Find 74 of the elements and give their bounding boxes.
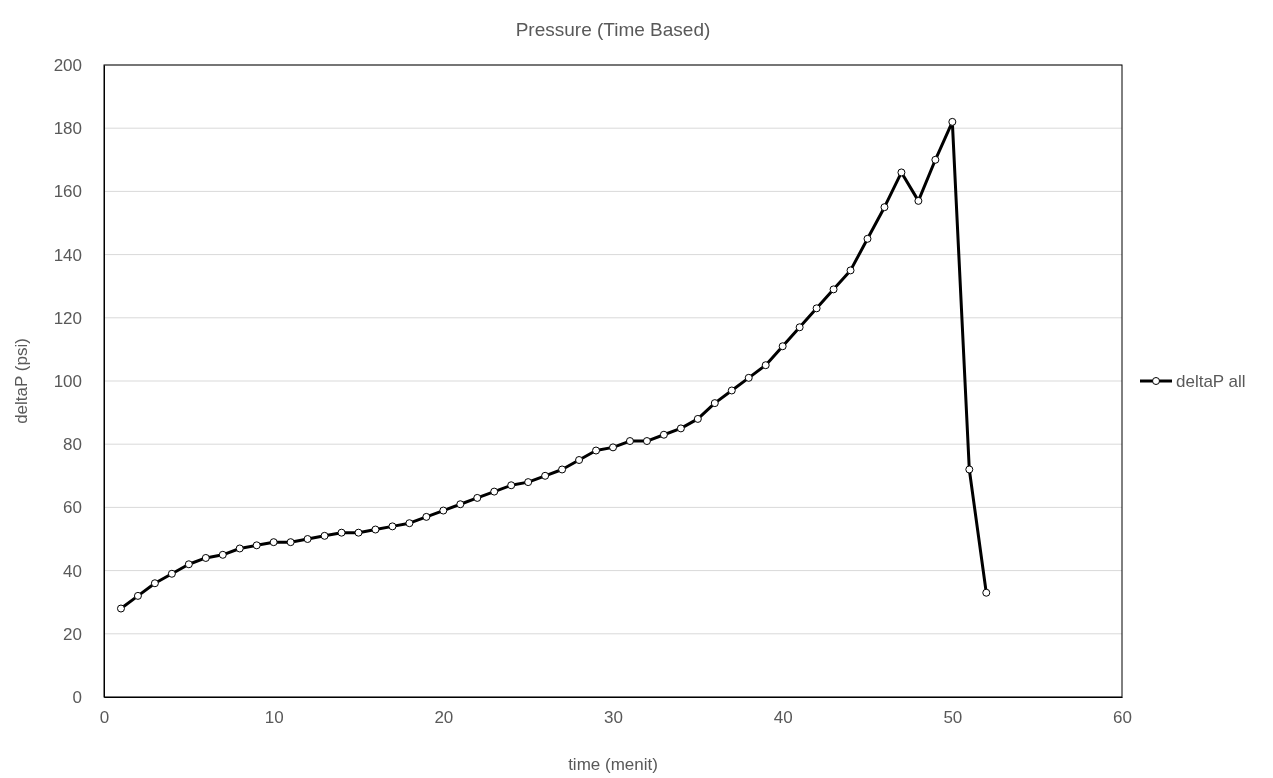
chart-title: Pressure (Time Based) — [515, 19, 711, 40]
point — [320, 531, 329, 540]
point — [609, 443, 617, 452]
y-tick-label: 180 — [53, 119, 82, 139]
point — [863, 234, 872, 243]
point — [880, 203, 889, 212]
point — [982, 588, 991, 597]
x-tick-label: 20 — [434, 708, 454, 728]
point — [710, 399, 719, 408]
point — [337, 528, 346, 537]
point — [388, 522, 397, 531]
point — [150, 579, 159, 588]
x-tick-label: 50 — [943, 708, 963, 728]
y-tick-label: 60 — [63, 498, 82, 518]
point — [592, 446, 601, 455]
point — [914, 196, 923, 205]
point — [371, 525, 380, 534]
point — [931, 155, 940, 164]
point — [778, 342, 787, 351]
point — [235, 544, 244, 553]
point — [541, 471, 550, 480]
point — [829, 285, 838, 294]
point — [693, 414, 702, 423]
y-tick-label: 0 — [72, 687, 82, 707]
point — [507, 481, 516, 490]
point — [642, 437, 651, 446]
y-tick-label: 20 — [63, 624, 82, 644]
y-tick-label: 160 — [53, 182, 82, 202]
legend-label: deltaP all — [1176, 372, 1246, 391]
point — [795, 323, 804, 332]
point — [456, 500, 465, 509]
point — [133, 591, 142, 600]
point — [490, 487, 499, 496]
x-tick-label: 60 — [1113, 708, 1132, 728]
point — [184, 560, 193, 569]
x-axis-title: time (menit) — [568, 755, 658, 774]
point — [897, 168, 906, 177]
point — [676, 424, 685, 433]
point — [422, 512, 431, 521]
point — [659, 430, 668, 439]
x-tick-label: 30 — [604, 708, 623, 728]
point — [167, 569, 176, 578]
x-tick-label: 10 — [264, 708, 284, 728]
point — [354, 528, 363, 537]
point — [558, 465, 567, 474]
point — [948, 117, 957, 126]
point — [286, 538, 295, 547]
point — [575, 456, 584, 464]
x-tick-label: 40 — [773, 708, 793, 728]
y-tick-label: 80 — [63, 435, 82, 455]
point — [812, 304, 821, 313]
point — [269, 538, 278, 547]
point — [439, 506, 448, 515]
point — [303, 535, 312, 543]
y-tick-label: 140 — [53, 245, 82, 265]
y-tick-label: 200 — [53, 55, 82, 75]
point — [218, 550, 227, 559]
y-tick-label: 120 — [53, 308, 82, 328]
point — [405, 519, 414, 528]
point — [201, 553, 210, 562]
point — [846, 266, 855, 275]
point — [524, 478, 533, 487]
y-axis-title: deltaP (psi) — [12, 338, 31, 424]
point — [116, 604, 125, 613]
point — [473, 493, 482, 502]
y-tick-label: 100 — [53, 371, 82, 391]
point — [625, 437, 634, 446]
x-tick-label: 0 — [99, 708, 110, 728]
point — [727, 386, 736, 395]
point — [744, 373, 753, 382]
y-tick-label: 40 — [63, 561, 82, 581]
point — [252, 541, 261, 550]
point — [761, 361, 770, 370]
point — [965, 465, 974, 474]
